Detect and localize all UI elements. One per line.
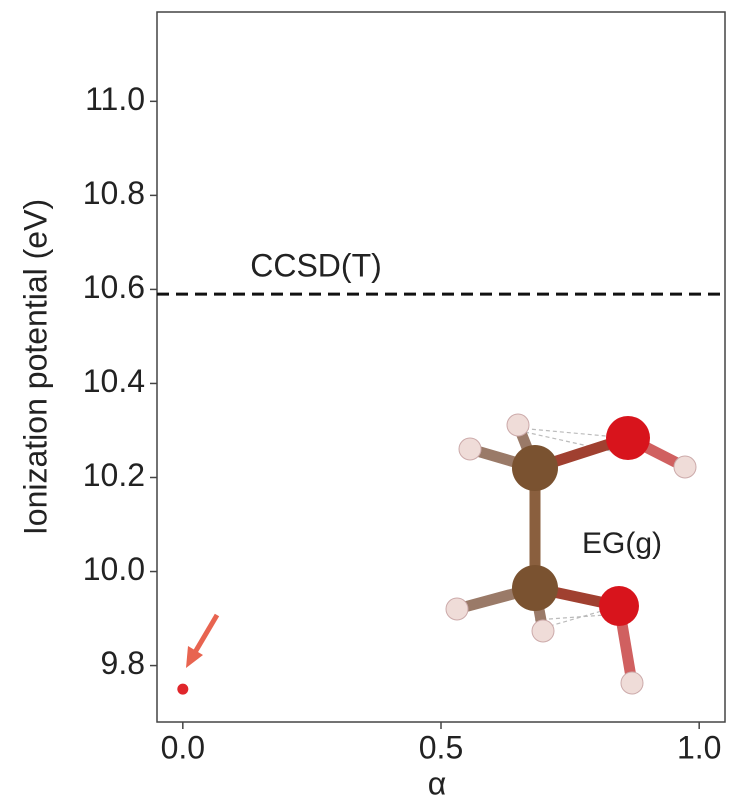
annotation: EG(g) <box>582 527 662 560</box>
x-tick-label: 0.0 <box>161 729 205 765</box>
y-tick-label: 10.8 <box>83 175 145 211</box>
y-axis-label: Ionization potential (eV) <box>17 199 53 535</box>
plot-frame <box>157 12 725 722</box>
x-axis-label: α <box>428 765 447 801</box>
y-tick-label: 11.0 <box>85 81 145 117</box>
y-tick-label: 10.0 <box>83 551 145 587</box>
chart: Ionization potential (eV) α <box>0 0 729 806</box>
x-tick-label: 0.5 <box>419 729 463 765</box>
point <box>177 684 188 695</box>
x-tick-label: 1.0 <box>677 729 721 765</box>
y-tick-label: 10.4 <box>83 363 145 399</box>
reference-label: CCSD(T) <box>250 248 382 284</box>
y-tick-label: 9.8 <box>101 645 145 681</box>
y-tick-label: 10.6 <box>83 269 145 305</box>
arrow <box>186 615 217 668</box>
y-tick-label: 10.2 <box>83 457 145 493</box>
